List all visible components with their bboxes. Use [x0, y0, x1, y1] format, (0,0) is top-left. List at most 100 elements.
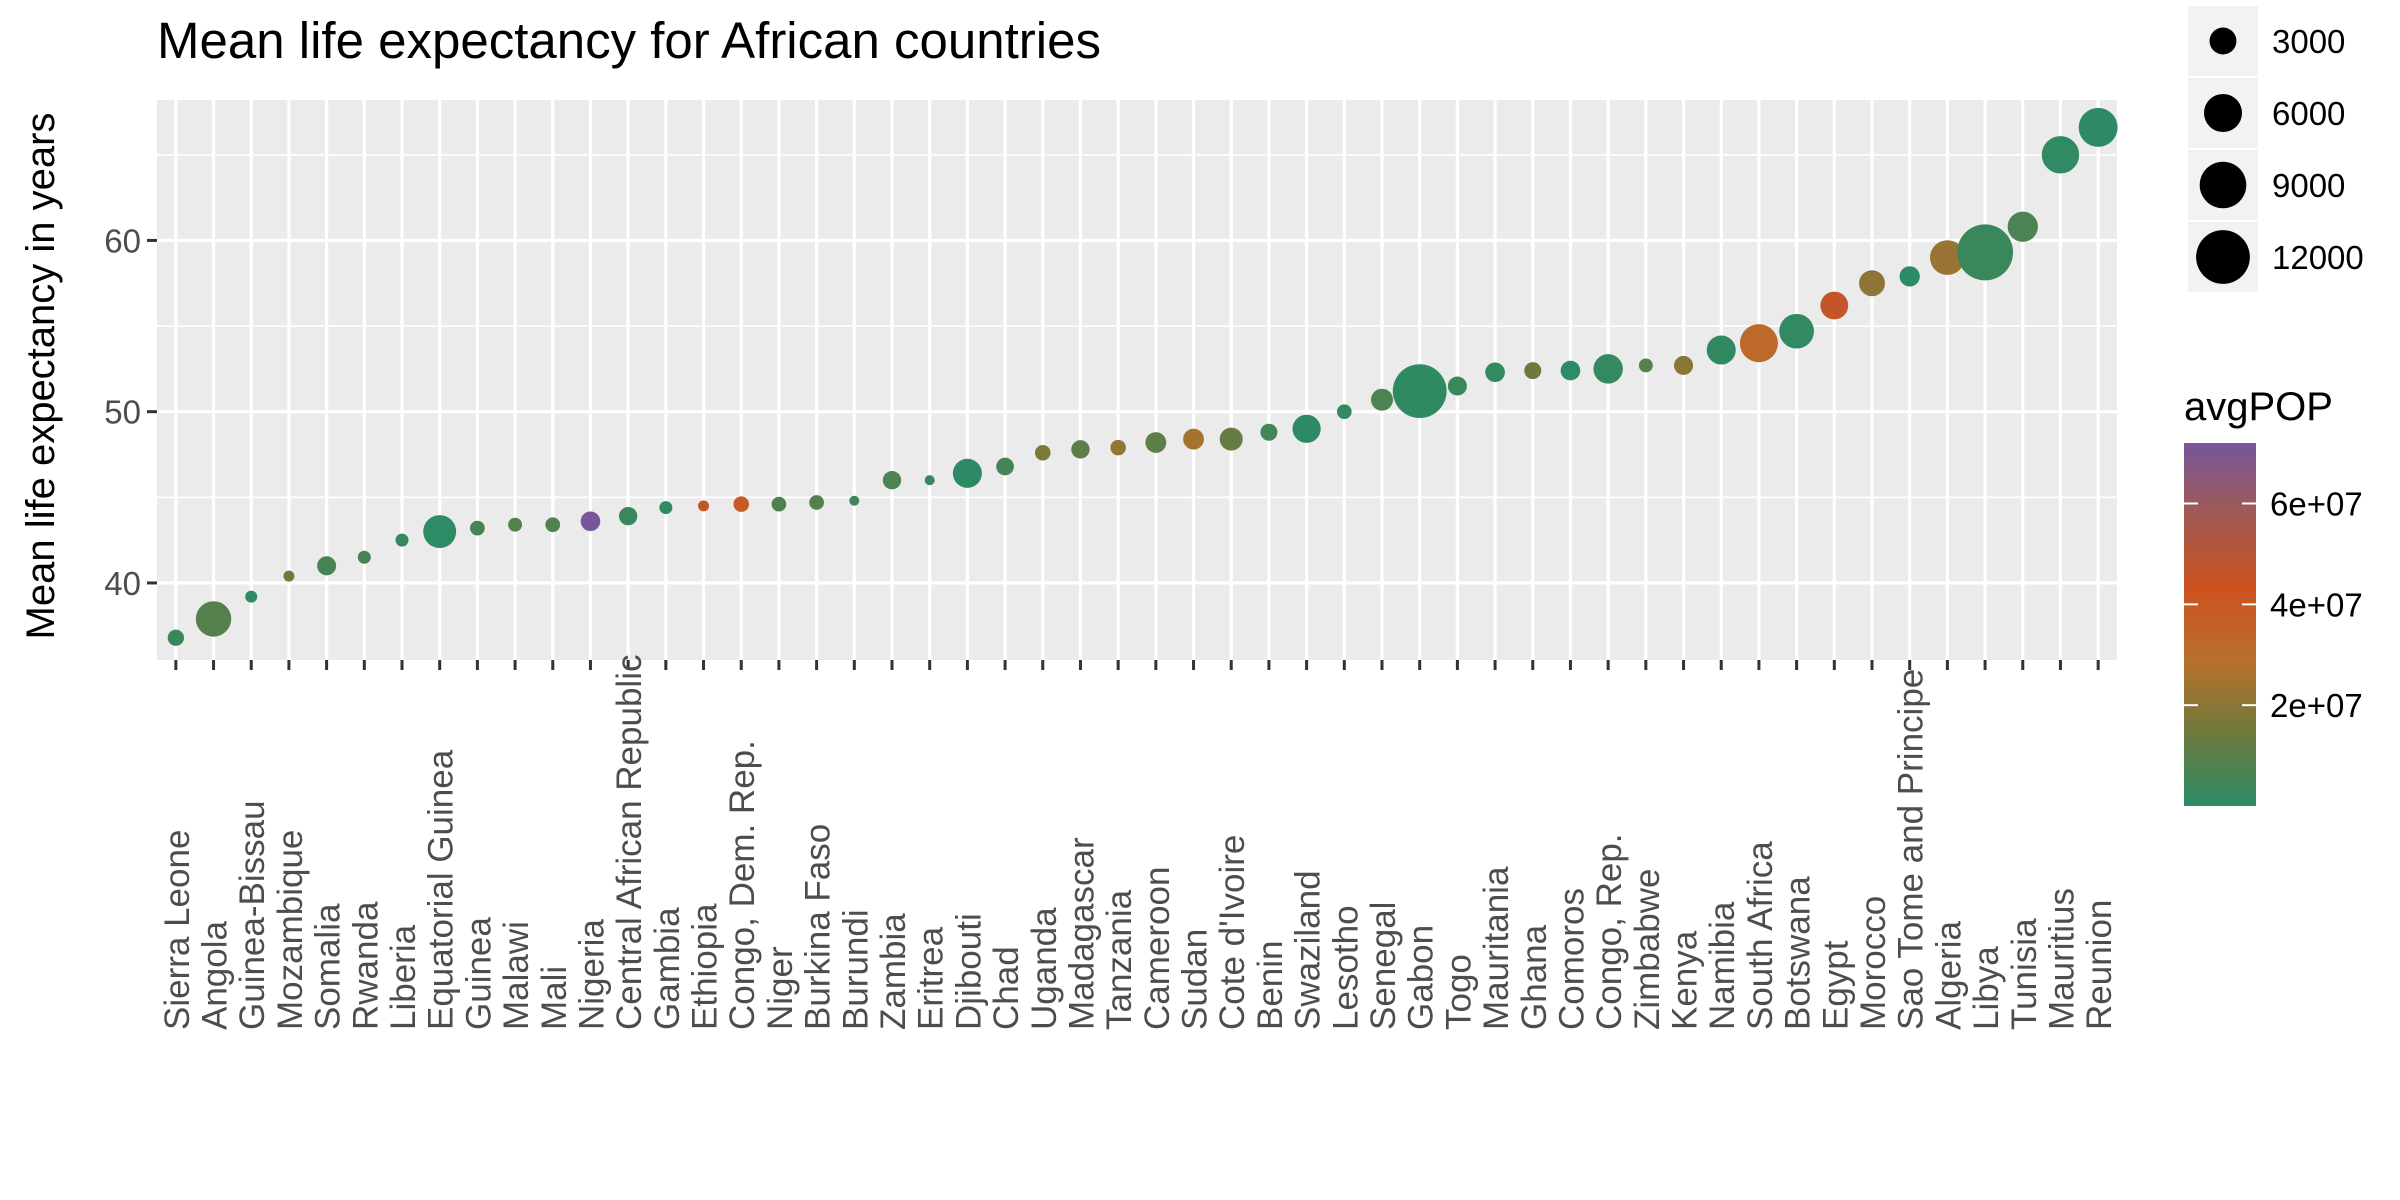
x-tick-label: Guinea	[459, 917, 498, 1030]
data-point	[1899, 266, 1920, 287]
size-legend-label: 9000	[2272, 167, 2345, 204]
x-tick-label: Sierra Leone	[158, 830, 197, 1030]
data-point	[1071, 440, 1090, 459]
x-tick-label: Sudan	[1176, 929, 1215, 1030]
x-tick-label: Equatorial Guinea	[422, 749, 461, 1030]
x-tick-label: Togo	[1439, 954, 1478, 1030]
color-legend-bar	[2184, 443, 2256, 806]
data-point	[1371, 388, 1393, 411]
size-legend-label: 6000	[2272, 95, 2345, 132]
x-tick-label: Cote d'Ivoire	[1213, 835, 1252, 1030]
data-point	[1957, 224, 2014, 281]
x-tick-label: Gambia	[648, 907, 687, 1030]
data-point	[1260, 423, 1278, 441]
x-tick-label: Congo, Dem. Rep.	[723, 740, 762, 1030]
data-point	[2078, 107, 2118, 147]
data-point	[1820, 291, 1849, 320]
y-tick-label: 50	[104, 394, 141, 431]
data-point	[771, 496, 787, 512]
data-point	[1560, 360, 1581, 381]
x-tick-label: Kenya	[1666, 930, 1705, 1030]
data-point	[1739, 324, 1778, 363]
data-point	[245, 590, 258, 603]
data-point	[1524, 362, 1542, 380]
data-point	[1392, 364, 1447, 419]
x-tick-label: Tanzania	[1100, 889, 1139, 1030]
x-tick-label: Malawi	[497, 921, 536, 1030]
data-point	[1145, 432, 1167, 453]
grid-lines	[157, 100, 2117, 660]
x-tick-label: Guinea-Bissau	[233, 800, 272, 1030]
data-point	[1779, 313, 1814, 349]
size-legend-label: 12000	[2272, 239, 2364, 276]
data-point	[1110, 439, 1126, 456]
data-point	[1638, 358, 1653, 373]
chart-title: Mean life expectancy for African countri…	[157, 12, 1101, 69]
x-tick-label: Liberia	[384, 924, 423, 1030]
x-tick-label: Uganda	[1025, 907, 1064, 1030]
data-point	[809, 495, 824, 510]
x-tick-label: Zambia	[874, 913, 913, 1030]
x-tick-label: South Africa	[1741, 841, 1780, 1030]
x-tick-label: Mozambique	[271, 830, 310, 1030]
data-point	[1674, 355, 1694, 375]
data-point	[470, 520, 485, 536]
size-legend-symbol	[2196, 230, 2250, 284]
x-tick-label: Libya	[1967, 946, 2006, 1030]
size-legend-symbol	[2199, 161, 2247, 209]
x-tick-label: Central African Republic	[610, 655, 649, 1030]
x-tick-label: Botswana	[1779, 876, 1818, 1030]
size-legend-symbol	[2203, 93, 2243, 133]
x-tick-label: Namibia	[1703, 901, 1742, 1030]
data-point	[882, 470, 902, 490]
data-point	[849, 495, 860, 506]
y-axis-title: Mean life expectancy in years	[19, 113, 63, 640]
data-point	[2041, 136, 2080, 174]
color-legend-title: avgPOP	[2184, 385, 2333, 429]
data-point	[1593, 354, 1623, 384]
x-tick-label: Morocco	[1854, 896, 1893, 1030]
data-point	[1447, 376, 1467, 396]
y-tick-label: 40	[104, 565, 141, 602]
data-point	[1035, 445, 1051, 461]
x-tick-label: Burundi	[836, 909, 875, 1030]
x-tick-label: Nigeria	[572, 919, 611, 1030]
x-tick-label: Djibouti	[949, 913, 988, 1030]
data-point	[733, 496, 749, 512]
x-tick-label: Congo, Rep.	[1590, 833, 1629, 1030]
x-tick-label: Gabon	[1402, 925, 1441, 1030]
data-point	[395, 533, 409, 547]
x-tick-label: Niger	[761, 946, 800, 1030]
data-point	[1859, 270, 1885, 297]
x-tick-label: Zimbabwe	[1628, 869, 1667, 1030]
data-point	[1930, 240, 1965, 275]
size-legend-label: 3000	[2272, 23, 2345, 60]
x-tick-label: Sao Tome and Principe	[1892, 669, 1931, 1030]
data-point	[952, 458, 982, 488]
data-point	[1183, 428, 1204, 450]
data-point	[167, 629, 184, 646]
x-tick-label: Mauritania	[1477, 866, 1516, 1030]
color-legend-label: 4e+07	[2270, 586, 2363, 623]
x-tick-label: Benin	[1251, 940, 1290, 1030]
x-tick-label: Egypt	[1816, 940, 1855, 1030]
x-tick-label: Reunion	[2080, 900, 2119, 1030]
data-point	[283, 570, 295, 582]
x-tick-label: Chad	[987, 946, 1026, 1030]
x-tick-label: Mali	[535, 966, 574, 1030]
data-point	[698, 500, 710, 512]
data-point	[1485, 362, 1505, 383]
data-point	[423, 515, 457, 549]
x-tick-label: Swaziland	[1289, 870, 1328, 1030]
x-tick-label: Burkina Faso	[799, 824, 838, 1030]
size-legend-symbol	[2209, 27, 2237, 55]
data-point	[195, 601, 232, 637]
data-point	[317, 556, 337, 576]
x-tick-label: Cameroon	[1138, 867, 1177, 1030]
data-point	[1336, 404, 1352, 420]
data-point	[1292, 414, 1321, 443]
data-point	[659, 501, 673, 515]
x-tick-label: Madagascar	[1062, 837, 1101, 1030]
data-point	[580, 511, 601, 532]
